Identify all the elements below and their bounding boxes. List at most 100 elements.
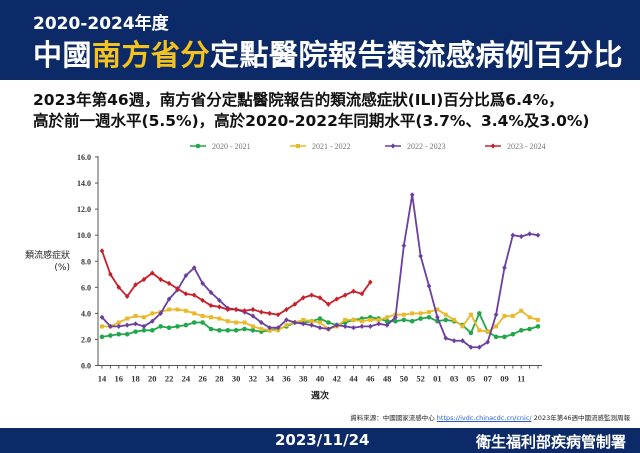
data-point [368, 279, 373, 285]
data-point [351, 288, 356, 294]
x-tick-label: 42 [333, 374, 342, 384]
x-tick-label: 11 [517, 374, 525, 384]
data-point [334, 322, 340, 328]
data-point [175, 324, 180, 329]
data-point [195, 143, 201, 149]
data-point [141, 315, 146, 320]
data-point [384, 322, 390, 328]
y-tick-label: 4.0 [81, 309, 91, 318]
data-point [242, 326, 247, 332]
data-point [477, 311, 482, 316]
x-tick-label: 32 [249, 374, 258, 384]
data-point [351, 325, 356, 331]
data-point [150, 270, 155, 276]
data-point [225, 319, 230, 324]
data-point [451, 338, 457, 344]
data-point [217, 297, 222, 303]
footer-organization: 衛生福利部疾病管制署 [475, 433, 626, 451]
data-point [191, 292, 197, 298]
data-point [452, 317, 457, 322]
data-point [342, 292, 348, 298]
source-link[interactable]: https://ivdc.chinacdc.cn/cnic/ [436, 414, 532, 422]
data-point [317, 325, 323, 331]
data-point [401, 312, 406, 317]
data-point [527, 326, 532, 332]
x-tick-label: 52 [416, 374, 425, 384]
legend-label: 2023 - 2024 [507, 142, 546, 151]
data-point [208, 326, 214, 332]
x-tick-label: 38 [299, 374, 308, 384]
data-point [384, 318, 390, 324]
data-point [284, 323, 289, 328]
data-point [233, 306, 239, 313]
source-note: 資料來源：中國國家流感中心 https://ivdc.chinacdc.cn/c… [350, 412, 630, 422]
data-point [435, 307, 440, 312]
x-tick-label: 30 [232, 374, 241, 384]
data-point [468, 344, 474, 350]
x-tick-label: 05 [467, 374, 476, 384]
data-point [108, 271, 113, 277]
data-point [385, 315, 390, 320]
data-point [191, 320, 197, 325]
title-post: 定點醫院報告類流感病例百分比 [210, 38, 624, 72]
data-point [233, 328, 239, 333]
data-point [150, 328, 155, 333]
data-point [259, 319, 264, 326]
data-point [292, 301, 298, 307]
data-point [242, 308, 247, 314]
data-point [460, 338, 465, 344]
x-tick-label: 50 [400, 374, 409, 384]
x-tick-label: 24 [182, 374, 191, 384]
data-point [267, 325, 272, 331]
data-point [510, 232, 516, 238]
x-tick-label: 16 [115, 374, 124, 384]
data-point [318, 320, 322, 325]
data-point [326, 301, 331, 307]
data-point [133, 282, 138, 288]
data-point [368, 317, 373, 322]
data-point [426, 314, 432, 320]
data-point [309, 319, 314, 324]
data-point [426, 283, 432, 289]
y-tick-label: 8.0 [81, 257, 91, 266]
data-point [292, 319, 298, 326]
data-point [317, 295, 323, 301]
data-point [217, 304, 222, 310]
data-point [401, 243, 407, 249]
data-point [259, 309, 264, 315]
data-point [242, 320, 247, 325]
data-point [124, 331, 130, 337]
data-point [418, 311, 423, 316]
y-tick-label: 16.0 [77, 153, 91, 162]
data-point [368, 323, 373, 330]
header-banner: 2020-2024年度 中國南方省分定點醫院報告類流感病例百分比 [0, 0, 640, 80]
header-subtitle: 2020-2024年度 [33, 14, 169, 34]
data-point [435, 314, 440, 320]
data-point [116, 284, 122, 290]
data-point [468, 330, 474, 336]
data-point [401, 317, 407, 323]
data-point [518, 233, 524, 240]
data-point [326, 326, 331, 332]
data-point [300, 321, 306, 327]
summary-line-1: 2023年第46週，南方省分定點醫院報告的類流感症狀(ILI)百分比爲6.4%， [33, 91, 564, 109]
data-point [518, 328, 524, 333]
data-point [124, 322, 130, 328]
data-point [191, 265, 197, 271]
data-point [267, 328, 272, 333]
data-point [443, 312, 448, 317]
data-point [359, 323, 365, 330]
data-point [326, 320, 331, 325]
data-point [234, 320, 239, 325]
y-axis-label: 類流感症狀 (%) [24, 251, 70, 273]
data-point [334, 296, 340, 302]
x-tick-label: 46 [366, 374, 375, 384]
data-point [108, 323, 113, 330]
data-point [175, 307, 180, 312]
data-point [217, 316, 222, 321]
x-tick-label: 07 [483, 374, 492, 384]
data-point [175, 286, 180, 292]
data-point [150, 311, 155, 316]
data-point [390, 143, 396, 149]
x-tick-label: 28 [215, 374, 224, 384]
